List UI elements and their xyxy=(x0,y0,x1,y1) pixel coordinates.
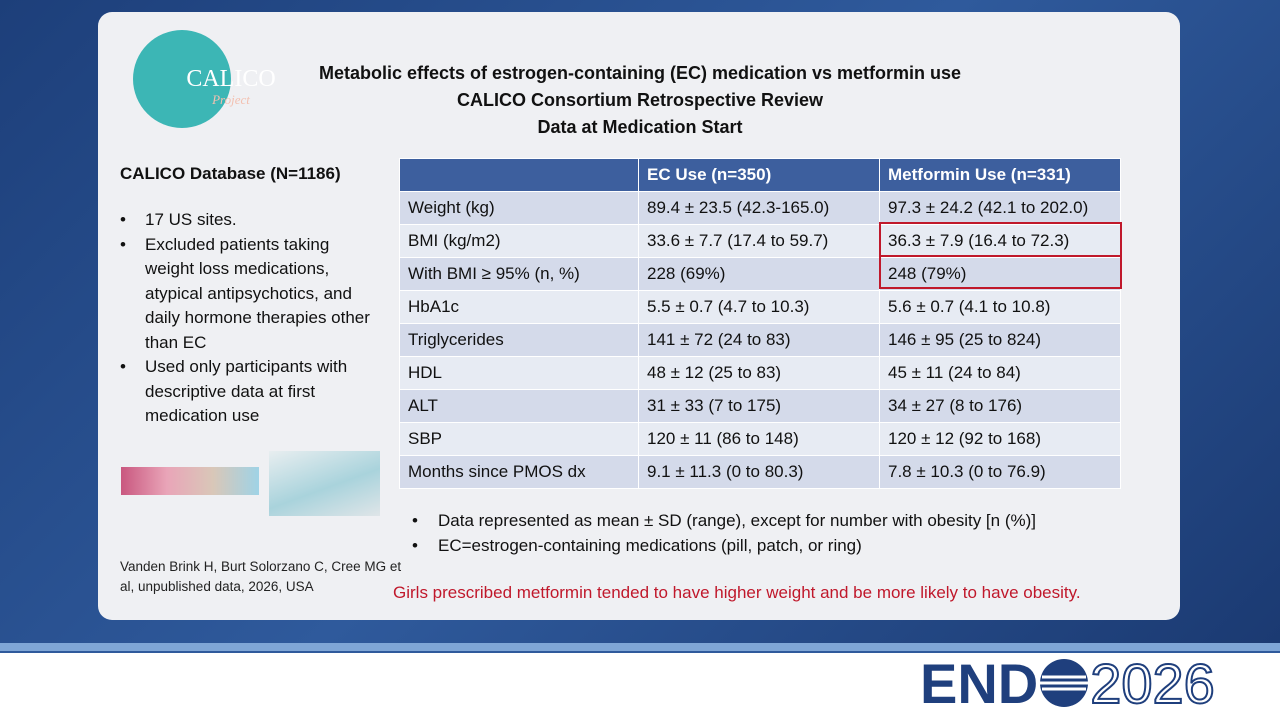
table-cell: ALT xyxy=(399,389,639,423)
notes: Data represented as mean ± SD (range), e… xyxy=(412,508,1036,558)
logo: CALICO Project xyxy=(133,30,276,128)
table-cell: With BMI ≥ 95% (n, %) xyxy=(399,257,639,291)
table-cell: 31 ± 33 (7 to 175) xyxy=(638,389,880,423)
table-cell: SBP xyxy=(399,422,639,456)
title-line: CALICO Consortium Retrospective Review xyxy=(456,90,824,110)
conclusion: Girls prescribed metformin tended to hav… xyxy=(393,583,1081,602)
table-row: HDL 48 ± 12 (25 to 83) 45 ± 11 (24 to 84) xyxy=(399,356,1121,390)
title-line: Data at Medication Start xyxy=(537,117,743,137)
table-row: Weight (kg) 89.4 ± 23.5 (42.3-165.0) 97.3 … xyxy=(399,191,1121,225)
table-cell: 7.8 ± 10.3 (0 to 76.9) xyxy=(879,455,1121,489)
photo xyxy=(121,467,259,495)
stripe xyxy=(0,643,1280,653)
header-cell: EC Use (n=350) xyxy=(638,158,880,192)
table-cell: 120 ± 12 (92 to 168) xyxy=(879,422,1121,456)
table-cell: Triglycerides xyxy=(399,323,639,357)
table-cell: 97.3 ± 24.2 (42.1 to 202.0) xyxy=(879,191,1121,225)
brand: END xyxy=(920,652,1039,715)
table-cell: 228 (69%) xyxy=(638,257,880,291)
bullet: Used only participants with descriptive … xyxy=(120,355,382,429)
table-cell: 89.4 ± 23.5 (42.3-165.0) xyxy=(638,191,880,225)
highlight-box xyxy=(879,255,1122,289)
table-cell: 34 ± 27 (8 to 176) xyxy=(879,389,1121,423)
photo xyxy=(269,451,380,516)
table-row: BMI (kg/m2) 33.6 ± 7.7 (17.4 to 59.7) 36.3… xyxy=(399,224,1121,258)
note: Data represented as mean ± SD (range), e… xyxy=(412,508,1036,533)
header-cell: Metformin Use (n=331) xyxy=(879,158,1121,192)
note: EC=estrogen-containing medications (pill… xyxy=(412,533,1036,558)
table-cell: 9.1 ± 11.3 (0 to 80.3) xyxy=(638,455,880,489)
title: Metabolic effects of estrogen-containing… xyxy=(200,60,1080,141)
globe-icon xyxy=(1040,659,1089,707)
table-row: Triglycerides 141 ± 72 (24 to 83) 146 ± 95… xyxy=(399,323,1121,357)
data-table: EC Use (n=350) Metformin Use (n=331) Weigh… xyxy=(399,158,1121,489)
table-row: Months since PMOS dx 9.1 ± 11.3 (0 to 80.… xyxy=(399,455,1121,489)
title-line: Metabolic effects of estrogen-containing… xyxy=(318,63,962,83)
sidebar-list: 17 US sites.Excluded patients taking wei… xyxy=(120,208,382,429)
table-cell: 146 ± 95 (25 to 824) xyxy=(879,323,1121,357)
table-cell: 48 ± 12 (25 to 83) xyxy=(638,356,880,390)
table-row: HbA1c 5.5 ± 0.7 (4.7 to 10.3) 5.6 ± 0.7 (4… xyxy=(399,290,1121,324)
table-cell: 141 ± 72 (24 to 83) xyxy=(638,323,880,357)
table-cell: 36.3 ± 7.9 (16.4 to 72.3) xyxy=(879,224,1121,258)
table-cell: Weight (kg) xyxy=(399,191,639,225)
bullet: Excluded patients taking weight loss med… xyxy=(120,233,382,356)
bullet: 17 US sites. xyxy=(120,208,382,233)
table-row: With BMI ≥ 95% (n, %) 228 (69%) 248 (79%) xyxy=(399,257,1121,291)
year: 2026 xyxy=(1089,652,1216,715)
table-cell: 5.6 ± 0.7 (4.1 to 10.8) xyxy=(879,290,1121,324)
table-cell: Months since PMOS dx xyxy=(399,455,639,489)
citation: Vanden Brink H, Burt Solorzano C, Cree M… xyxy=(120,559,402,594)
table-row: ALT 31 ± 33 (7 to 175) 34 ± 27 (8 to 176) xyxy=(399,389,1121,423)
table-cell: HDL xyxy=(399,356,639,390)
header-cell xyxy=(399,158,639,192)
table-cell: 33.6 ± 7.7 (17.4 to 59.7) xyxy=(638,224,880,258)
logo-tagline: Project xyxy=(212,92,250,107)
table-cell: 248 (79%) xyxy=(879,257,1121,291)
highlight-box xyxy=(879,222,1122,257)
table-cell: 5.5 ± 0.7 (4.7 to 10.3) xyxy=(638,290,880,324)
table-cell: 45 ± 11 (24 to 84) xyxy=(879,356,1121,390)
header-row: EC Use (n=350) Metformin Use (n=331) xyxy=(399,158,1121,192)
table-cell: HbA1c xyxy=(399,290,639,324)
table-cell: BMI (kg/m2) xyxy=(399,224,639,258)
logo-name: CALICO xyxy=(186,66,276,92)
table-cell: 120 ± 11 (86 to 148) xyxy=(638,422,880,456)
table-row: SBP 120 ± 11 (86 to 148) 120 ± 12 (92 to 1… xyxy=(399,422,1121,456)
sidebar-heading: CALICO Database (N=1186) xyxy=(120,164,341,183)
endo-logo: END 2026 xyxy=(920,655,1216,713)
